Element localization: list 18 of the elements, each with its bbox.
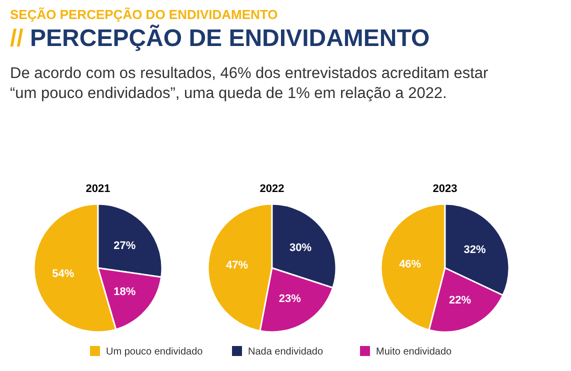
data-label: 30% xyxy=(289,242,312,254)
data-label: 22% xyxy=(448,294,472,307)
legend-label: Nada endividado xyxy=(248,346,324,358)
text: De acordo com os resultados, 46% dos entrevistados acreditam estar “um pouco endividados”, uma queda de 1% em relação a 2022. xyxy=(10,65,488,102)
legend-label: Muito endividado xyxy=(376,346,452,358)
chart-title: 2022 xyxy=(260,183,284,195)
data-label: 32% xyxy=(464,244,486,256)
text: SEÇÃO PERCEPÇÃO DO ENDIVIDAMENTO xyxy=(10,7,278,22)
data-label: 47% xyxy=(226,260,248,272)
data-label: 18% xyxy=(114,286,136,298)
data-label: 54% xyxy=(52,268,74,280)
data-label: 27% xyxy=(114,240,136,252)
text: // PERCEPÇÃO DE ENDIVIDAMENTO xyxy=(10,24,430,52)
data-label: 23% xyxy=(278,293,302,306)
data-label: 46% xyxy=(399,258,422,270)
chart-title: 2023 xyxy=(432,183,458,195)
chart-title: 2021 xyxy=(86,183,110,195)
legend-label: Um pouco endividado xyxy=(106,346,204,358)
